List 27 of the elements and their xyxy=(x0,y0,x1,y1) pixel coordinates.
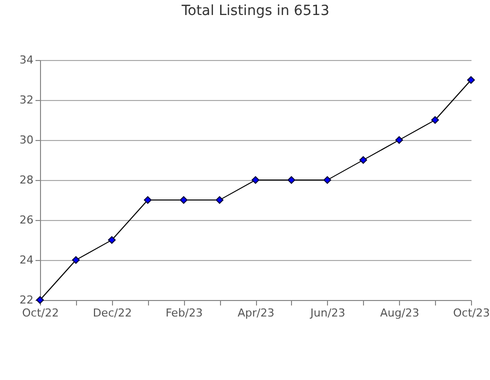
point xyxy=(467,76,475,84)
point xyxy=(144,196,152,204)
point xyxy=(431,116,439,124)
point xyxy=(72,256,80,264)
point xyxy=(180,196,188,204)
y-tick-label: 34 xyxy=(20,54,34,66)
y-tick-label: 30 xyxy=(20,134,34,146)
point xyxy=(359,156,368,164)
x-tick-label: Dec/22 xyxy=(92,306,132,320)
chart-title: Total Listings in 6513 xyxy=(180,3,330,19)
y-tick-label: 22 xyxy=(20,294,34,306)
x-tick-label: Oct/23 xyxy=(453,306,490,320)
point xyxy=(323,176,332,184)
x-tick-label: Oct/22 xyxy=(22,306,59,320)
y-tick-label: 24 xyxy=(20,254,34,266)
x-tick-label: Aug/23 xyxy=(380,306,420,320)
x-tick-label: Feb/23 xyxy=(166,306,203,320)
y-tick-label: 32 xyxy=(20,94,34,106)
x-tick-label: Jun/23 xyxy=(309,306,346,320)
point xyxy=(395,136,404,144)
point xyxy=(108,236,116,244)
y-tick-label: 28 xyxy=(20,174,34,186)
point xyxy=(216,196,224,204)
point xyxy=(252,176,260,184)
y-tick-label: 26 xyxy=(20,214,34,226)
x-tick-label: Apr/23 xyxy=(238,306,274,320)
point xyxy=(288,176,296,184)
